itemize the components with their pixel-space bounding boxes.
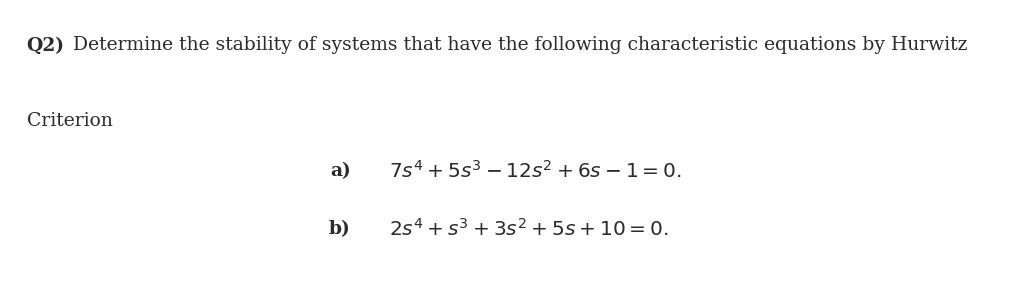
Text: $7s^4 + 5s^3 - 12s^2 + 6s - 1 = 0.$: $7s^4 + 5s^3 - 12s^2 + 6s - 1 = 0.$ <box>389 160 681 182</box>
Text: Criterion: Criterion <box>26 112 113 130</box>
Text: Determine the stability of systems that have the following characteristic equati: Determine the stability of systems that … <box>67 37 967 55</box>
Text: a): a) <box>330 162 351 180</box>
Text: Q2): Q2) <box>26 37 65 55</box>
Text: $2s^4 + s^3 + 3s^2 + 5s + 10 = 0.$: $2s^4 + s^3 + 3s^2 + 5s + 10 = 0.$ <box>389 218 669 240</box>
Text: b): b) <box>329 220 351 238</box>
